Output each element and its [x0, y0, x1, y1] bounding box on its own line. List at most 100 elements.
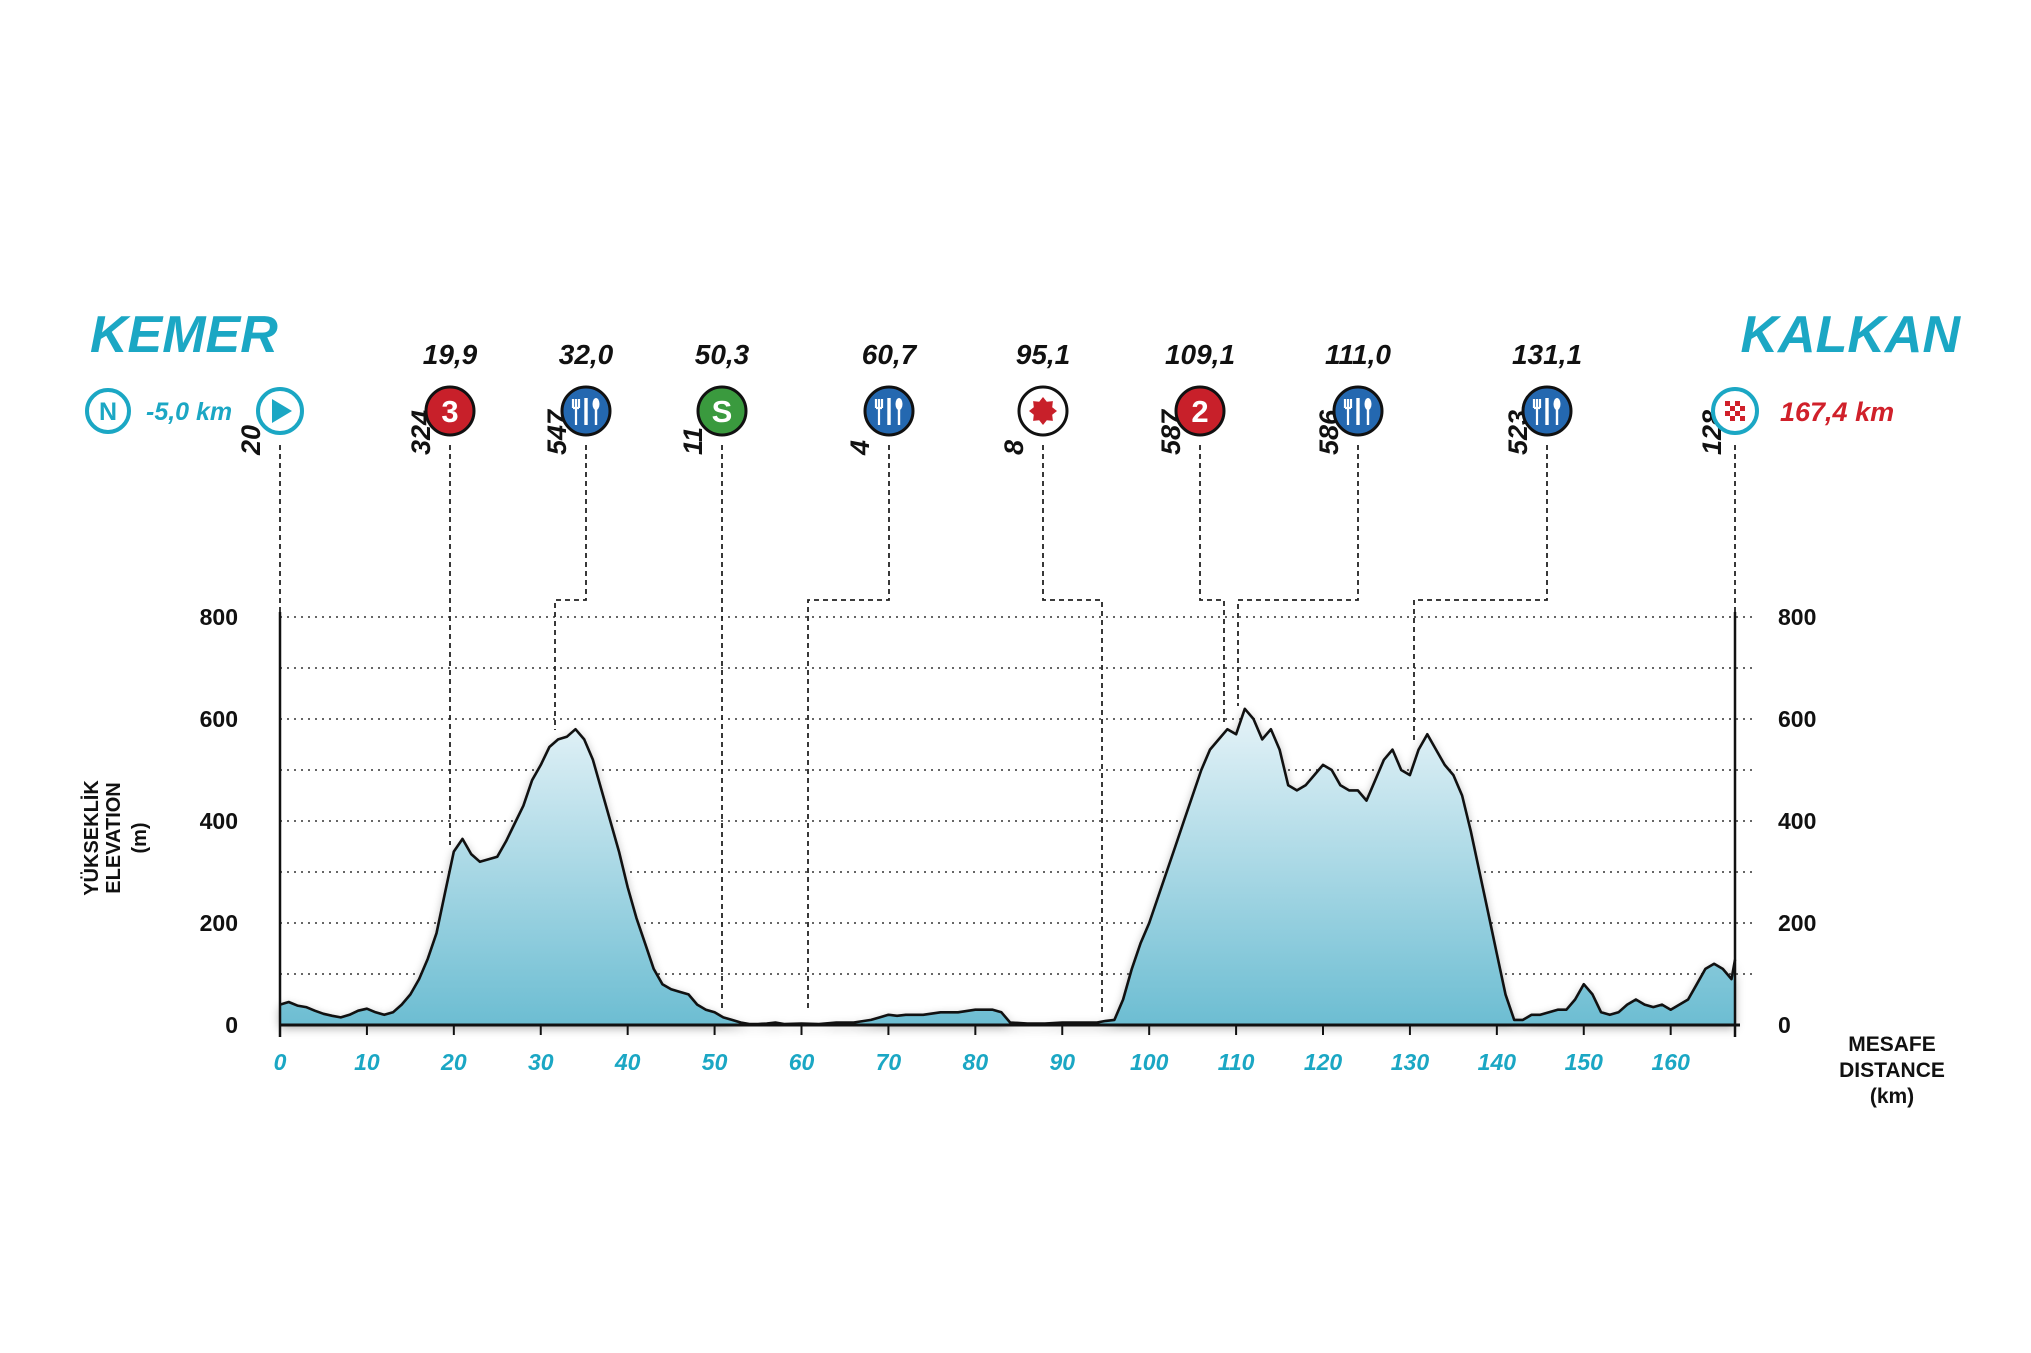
fork-icon: [571, 399, 581, 425]
chart-axes: [278, 612, 1740, 1037]
neutral-start-icon: N: [85, 388, 131, 434]
checker-cell: [1740, 411, 1745, 416]
leader-line-2: [554, 445, 587, 730]
x-tick-label-150: 150: [1565, 1049, 1604, 1075]
total-distance: 167,4 km: [1780, 397, 1894, 427]
km-label-5: 95,1: [1016, 339, 1071, 370]
checker-cell: [1740, 406, 1745, 411]
fork-icon: [1532, 399, 1542, 425]
x-tick-label-40: 40: [614, 1049, 641, 1075]
elevation-label-0: 20: [236, 425, 266, 456]
feed-zone-icon: [560, 385, 612, 437]
checker-cell: [1735, 406, 1740, 411]
feed-zone-icon: [1521, 385, 1573, 437]
km-label-6: 109,1: [1165, 339, 1235, 370]
spoon-icon: [895, 398, 903, 410]
x-tick-label-130: 130: [1391, 1049, 1430, 1075]
spoon-icon: [1553, 398, 1561, 410]
km-label-2: 32,0: [559, 339, 614, 370]
km-label-4: 60,7: [862, 339, 918, 370]
x-tick-label-80: 80: [963, 1049, 989, 1075]
y-axis-title-line-3: (m): [129, 822, 151, 853]
elevation-label-3: 11: [678, 427, 708, 455]
leader-line-5: [1042, 445, 1103, 1012]
km-label-7: 111,0: [1325, 339, 1391, 370]
x-tick-label-60: 60: [789, 1049, 815, 1075]
kom-icon-disc: [424, 385, 476, 437]
x-tick-label-120: 120: [1304, 1049, 1343, 1075]
neutral-letter: N: [99, 398, 117, 426]
start-flag-icon: [256, 387, 304, 435]
x-tick-label-0: 0: [274, 1049, 287, 1075]
y-tick-label-left-200: 200: [200, 910, 238, 936]
checker-cell: [1730, 416, 1735, 421]
checker-cell: [1735, 411, 1740, 416]
elevation-label-4: 4: [845, 440, 875, 456]
x-axis-title-line-2: DISTANCE: [1839, 1059, 1945, 1082]
sprint-icon: S: [696, 385, 748, 437]
leader-line-4: [807, 445, 890, 1012]
fork-icon: [874, 399, 884, 425]
y-tick-label-right-800: 800: [1778, 604, 1816, 630]
kom-badge-number: 2: [1191, 394, 1208, 429]
x-tick-label-90: 90: [1049, 1049, 1075, 1075]
y-tick-labels: 0 0 200 200 400 400 600 600 800 800: [200, 604, 1817, 1038]
elevation-label-5: 8: [999, 440, 1029, 455]
x-tick-label-140: 140: [1478, 1049, 1517, 1075]
star-burst-icon: [1029, 397, 1057, 425]
kom-icon-disc: [1174, 385, 1226, 437]
kom-cat-2-icon: 2: [1174, 385, 1226, 437]
y-tick-label-left-600: 600: [200, 706, 238, 732]
leader-line-8: [1413, 445, 1548, 742]
y-axis-title: YÜKSEKLİK ELEVATION (m): [80, 780, 151, 896]
feed-zone-icon: [1332, 385, 1384, 437]
spoon-icon: [592, 398, 600, 410]
x-axis-title-line-1: MESAFE: [1848, 1033, 1936, 1056]
start-town: KEMER: [90, 306, 278, 364]
y-tick-label-right-200: 200: [1778, 910, 1816, 936]
kom-cat-3-icon: 3: [424, 385, 476, 437]
checker-cell: [1730, 411, 1735, 416]
neutral-distance: -5,0 km: [146, 398, 232, 426]
x-tick-label-70: 70: [876, 1049, 902, 1075]
x-tick-label-10: 10: [354, 1049, 380, 1075]
y-tick-label-left-400: 400: [200, 808, 238, 834]
checker-cell: [1725, 416, 1730, 421]
feed-zone-icon: [863, 385, 915, 437]
x-axis-title-line-3: (km): [1870, 1085, 1914, 1108]
y-tick-label-right-0: 0: [1778, 1012, 1791, 1038]
x-tick-label-160: 160: [1651, 1049, 1690, 1075]
km-label-3: 50,3: [695, 339, 750, 370]
leader-lines: [279, 445, 1736, 1012]
checker-cell: [1730, 406, 1735, 411]
y-tick-label-right-600: 600: [1778, 706, 1816, 732]
km-label-8: 131,1: [1512, 339, 1582, 370]
x-tick-labels: 0 10 20 30 40 50 60 70 80 90 100 110 120 130 140 150 160: [274, 1049, 1690, 1075]
sprint-badge-letter: S: [712, 394, 733, 429]
y-tick-label-right-400: 400: [1778, 808, 1816, 834]
fork-icon: [1343, 399, 1353, 425]
leader-line-6: [1199, 445, 1225, 722]
checker-cell: [1735, 416, 1740, 421]
x-axis-title: MESAFE DISTANCE (km): [1839, 1033, 1945, 1108]
checker-cell: [1735, 401, 1740, 406]
sprint-icon-disc: [696, 385, 748, 437]
checker-cell: [1740, 401, 1745, 406]
checker-cell: [1730, 401, 1735, 406]
checker-cell: [1725, 406, 1730, 411]
y-axis-title-line-2: ELEVATION: [103, 782, 125, 893]
elevation-area: [280, 708, 1735, 1025]
x-tick-label-110: 110: [1218, 1049, 1255, 1075]
play-triangle-icon: [272, 399, 292, 423]
spoon-icon: [1364, 398, 1372, 410]
finish-town: KALKAN: [1740, 306, 1961, 364]
x-tick-label-30: 30: [528, 1049, 554, 1075]
elevation-line: [279, 707, 1737, 1026]
x-tick-label-20: 20: [440, 1049, 467, 1075]
km-label-1: 19,9: [423, 339, 478, 370]
y-tick-label-left-800: 800: [200, 604, 238, 630]
finish-flag-icon: [1711, 387, 1759, 435]
checker-cell: [1725, 411, 1730, 416]
